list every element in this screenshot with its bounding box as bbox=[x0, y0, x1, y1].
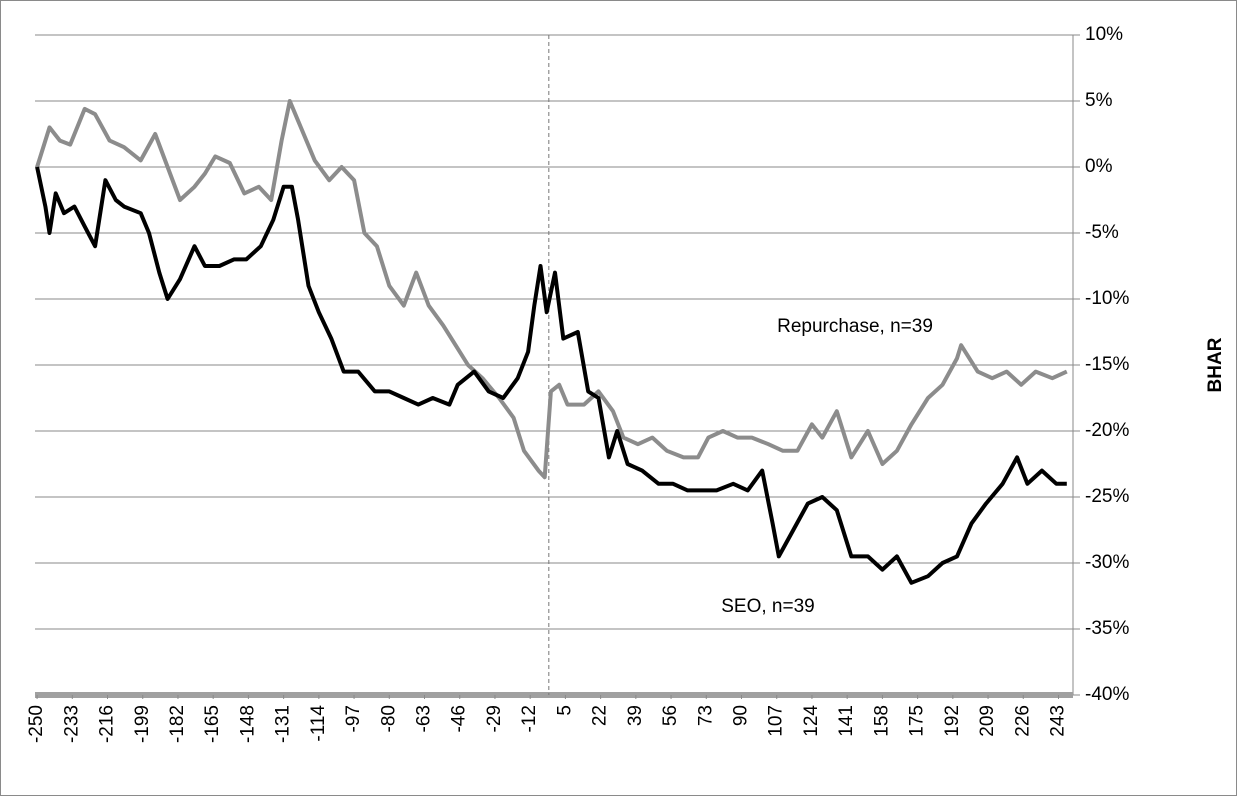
x-tick-label: 226 bbox=[1012, 705, 1033, 737]
y-tick-label: -30% bbox=[1085, 552, 1129, 573]
x-tick-label: -46 bbox=[449, 705, 470, 732]
y-tick-label: -10% bbox=[1085, 288, 1129, 309]
x-tick-label: -97 bbox=[343, 705, 364, 732]
x-tick-label: -29 bbox=[484, 705, 505, 732]
x-tick-label: 209 bbox=[977, 705, 998, 737]
x-tick-label: -182 bbox=[167, 705, 188, 743]
y-tick-label: -20% bbox=[1085, 420, 1129, 441]
x-tick-label: 22 bbox=[590, 705, 611, 726]
x-tick-label: -233 bbox=[61, 705, 82, 743]
y-tick-label: -35% bbox=[1085, 618, 1129, 639]
y-tick-label: -15% bbox=[1085, 354, 1129, 375]
x-tick-label: 158 bbox=[871, 705, 892, 737]
x-tick-label: 243 bbox=[1048, 705, 1069, 737]
annotation: SEO, n=39 bbox=[721, 596, 814, 617]
x-tick-label: 175 bbox=[907, 705, 928, 737]
x-tick-label: -250 bbox=[26, 705, 47, 743]
x-tick-label: -80 bbox=[378, 705, 399, 732]
x-tick-label: -63 bbox=[414, 705, 435, 732]
y-tick-label: 0% bbox=[1085, 156, 1113, 177]
x-tick-label: 192 bbox=[942, 705, 963, 737]
x-tick-label: -131 bbox=[273, 705, 294, 743]
x-tick-label: -165 bbox=[202, 705, 223, 743]
y-axis-title: BHAR bbox=[1205, 337, 1226, 392]
annotation: Repurchase, n=39 bbox=[777, 316, 933, 337]
y-tick-label: 10% bbox=[1085, 24, 1123, 45]
series-line bbox=[35, 166, 1067, 585]
series-line bbox=[35, 99, 1068, 480]
x-tick-label: 56 bbox=[660, 705, 681, 726]
x-tick-label: 107 bbox=[766, 705, 787, 737]
x-tick-label: -12 bbox=[519, 705, 540, 732]
y-tick-label: 5% bbox=[1085, 90, 1113, 111]
x-tick-label: 39 bbox=[625, 705, 646, 726]
x-tick-label: 124 bbox=[801, 705, 822, 737]
x-tick-label: -216 bbox=[97, 705, 118, 743]
y-tick-label: -25% bbox=[1085, 486, 1129, 507]
x-tick-label: 141 bbox=[836, 705, 857, 737]
x-axis-band bbox=[35, 692, 1073, 698]
x-tick-label: 5 bbox=[554, 705, 575, 716]
x-tick-label: -148 bbox=[237, 705, 258, 743]
x-tick-label: -114 bbox=[308, 705, 329, 742]
x-tick-label: 73 bbox=[695, 705, 716, 726]
y-tick-label: -5% bbox=[1085, 222, 1119, 243]
y-tick-label: -40% bbox=[1085, 684, 1129, 705]
x-tick-label: -199 bbox=[132, 705, 153, 743]
x-tick-label: 90 bbox=[731, 705, 752, 726]
